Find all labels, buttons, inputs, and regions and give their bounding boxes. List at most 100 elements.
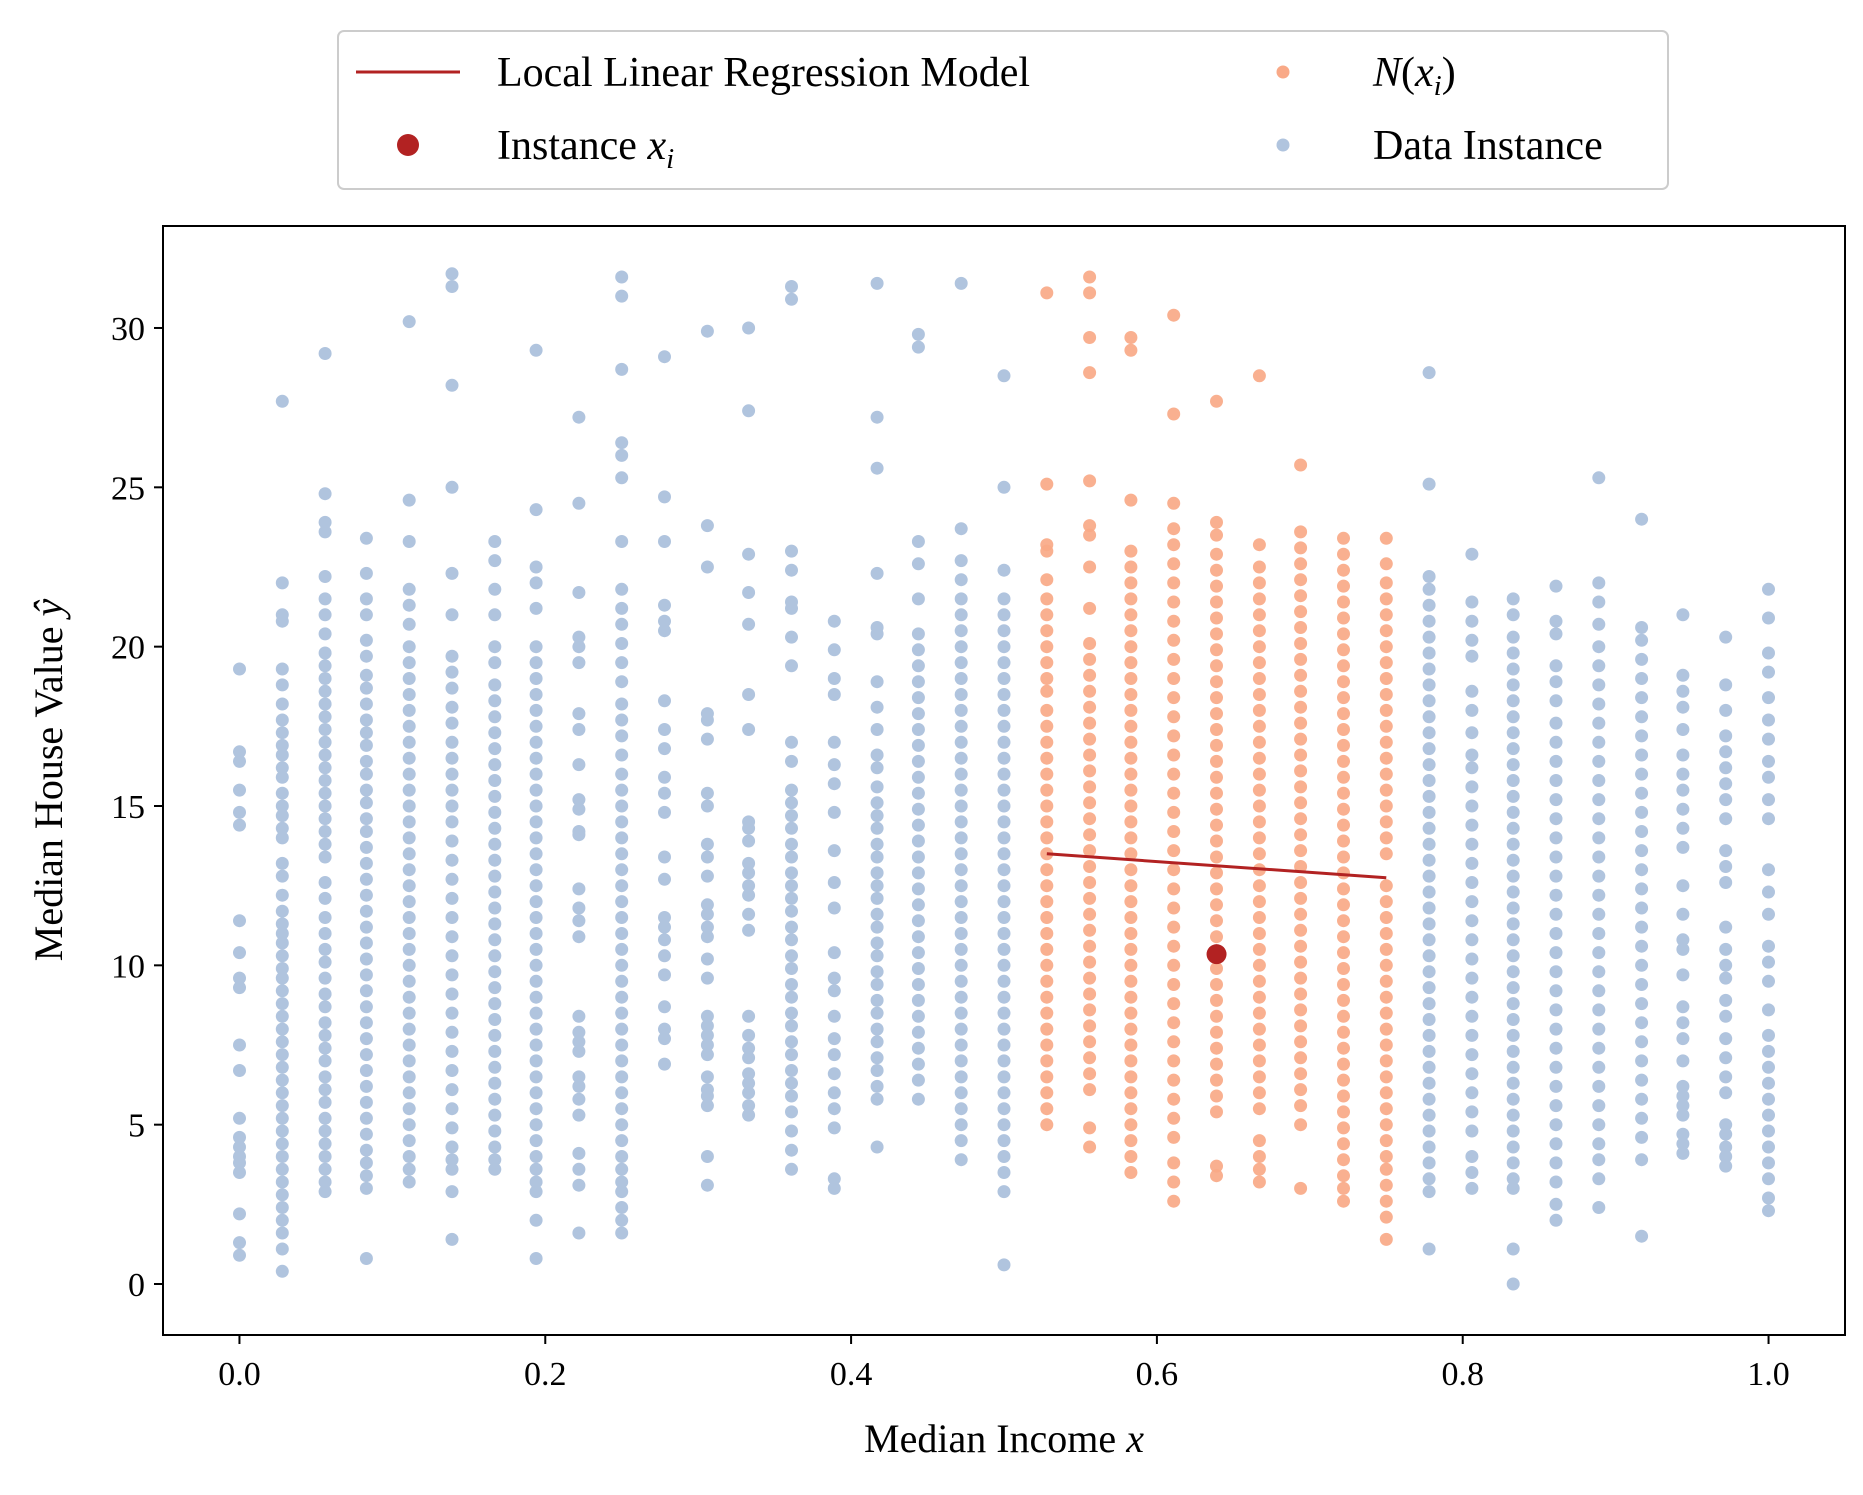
data-point	[275, 799, 289, 813]
data-point	[1465, 1166, 1479, 1179]
neighborhood-point	[1040, 286, 1054, 300]
data-point	[1506, 1140, 1520, 1154]
data-point	[870, 1022, 884, 1036]
data-point	[445, 911, 459, 924]
data-point	[870, 1064, 884, 1077]
data-point	[1465, 799, 1479, 813]
data-point	[785, 1105, 798, 1119]
neighborhood-point	[1379, 751, 1393, 765]
data-point	[615, 958, 629, 972]
data-point	[615, 617, 629, 631]
data-point	[488, 869, 502, 883]
neighborhood-point	[1337, 1169, 1350, 1183]
data-point	[658, 535, 671, 548]
neighborhood-point	[1083, 601, 1097, 615]
data-point	[1762, 1172, 1775, 1186]
neighborhood-point	[1040, 640, 1054, 654]
data-point	[870, 936, 884, 950]
data-point	[658, 350, 671, 364]
data-point	[488, 1162, 502, 1176]
data-point	[1422, 1185, 1436, 1199]
x-tick-label: 0.6	[1136, 1356, 1179, 1393]
data-point	[827, 844, 841, 858]
data-point	[445, 267, 459, 281]
data-point	[359, 1252, 373, 1265]
data-point	[827, 1048, 841, 1062]
neighborhood-point	[1379, 1134, 1393, 1148]
data-point	[488, 1044, 502, 1058]
data-point	[529, 503, 543, 517]
data-point	[359, 633, 373, 647]
neighborhood-point	[1167, 496, 1181, 510]
neighborhood-point	[1083, 1121, 1097, 1135]
data-point	[911, 643, 925, 657]
neighborhood-point	[1083, 270, 1097, 284]
data-point	[1549, 579, 1563, 593]
neighborhood-point	[1124, 624, 1138, 638]
data-point	[1592, 617, 1606, 631]
data-point	[615, 656, 629, 670]
data-point	[359, 566, 373, 580]
neighborhood-point	[1040, 974, 1054, 988]
data-point	[318, 1111, 332, 1125]
neighborhood-point	[1040, 815, 1054, 829]
data-point	[658, 1000, 671, 1014]
data-point	[1719, 993, 1733, 1007]
data-point	[359, 920, 373, 934]
neighborhood-point	[1294, 573, 1308, 587]
neighborhood-point	[1040, 1054, 1054, 1068]
data-point	[1676, 700, 1690, 714]
data-point	[529, 942, 543, 956]
data-point	[402, 688, 416, 701]
data-point	[318, 592, 332, 606]
neighborhood-point	[1337, 850, 1350, 864]
data-point	[785, 821, 798, 835]
series-data-instance	[233, 267, 1775, 1291]
neighborhood-point	[1252, 990, 1266, 1004]
neighborhood-point	[1083, 987, 1097, 1001]
neighborhood-point	[1252, 1070, 1266, 1084]
data-point	[615, 436, 629, 450]
neighborhood-point	[1083, 971, 1097, 985]
neighborhood-point	[1337, 1194, 1350, 1208]
data-point	[700, 786, 714, 800]
neighborhood-point	[1040, 767, 1054, 781]
data-point	[359, 1156, 373, 1170]
neighborhood-point	[1379, 656, 1393, 670]
data-point	[1635, 920, 1649, 934]
data-point	[529, 672, 543, 685]
data-point	[911, 557, 925, 571]
data-point	[1762, 1003, 1775, 1017]
data-point	[233, 818, 246, 832]
neighborhood-point	[1167, 691, 1181, 705]
data-point	[742, 866, 756, 880]
data-point	[1506, 981, 1520, 995]
data-point	[1592, 1041, 1606, 1055]
neighborhood-point	[1040, 863, 1054, 877]
neighborhood-point	[1083, 637, 1097, 650]
data-point	[488, 742, 502, 756]
data-point	[275, 1009, 289, 1023]
data-point	[1592, 984, 1606, 998]
data-point	[402, 1162, 416, 1176]
data-point	[318, 710, 332, 724]
data-point	[785, 949, 798, 963]
data-point	[233, 662, 246, 676]
data-point	[997, 592, 1011, 606]
data-point	[827, 735, 841, 749]
data-point	[911, 738, 925, 752]
data-point	[785, 544, 798, 558]
data-point	[488, 1028, 502, 1042]
data-point	[233, 1064, 246, 1077]
data-point	[870, 1006, 884, 1020]
data-point	[529, 1054, 543, 1068]
neighborhood-point	[1210, 595, 1223, 609]
data-point	[1422, 1092, 1436, 1106]
data-point	[1719, 812, 1733, 826]
data-point	[318, 1016, 332, 1030]
neighborhood-point	[1083, 474, 1097, 488]
data-point	[997, 1070, 1011, 1084]
data-point	[700, 1019, 714, 1033]
data-point	[1635, 1073, 1649, 1087]
x-tick-label: 0.4	[830, 1356, 873, 1393]
